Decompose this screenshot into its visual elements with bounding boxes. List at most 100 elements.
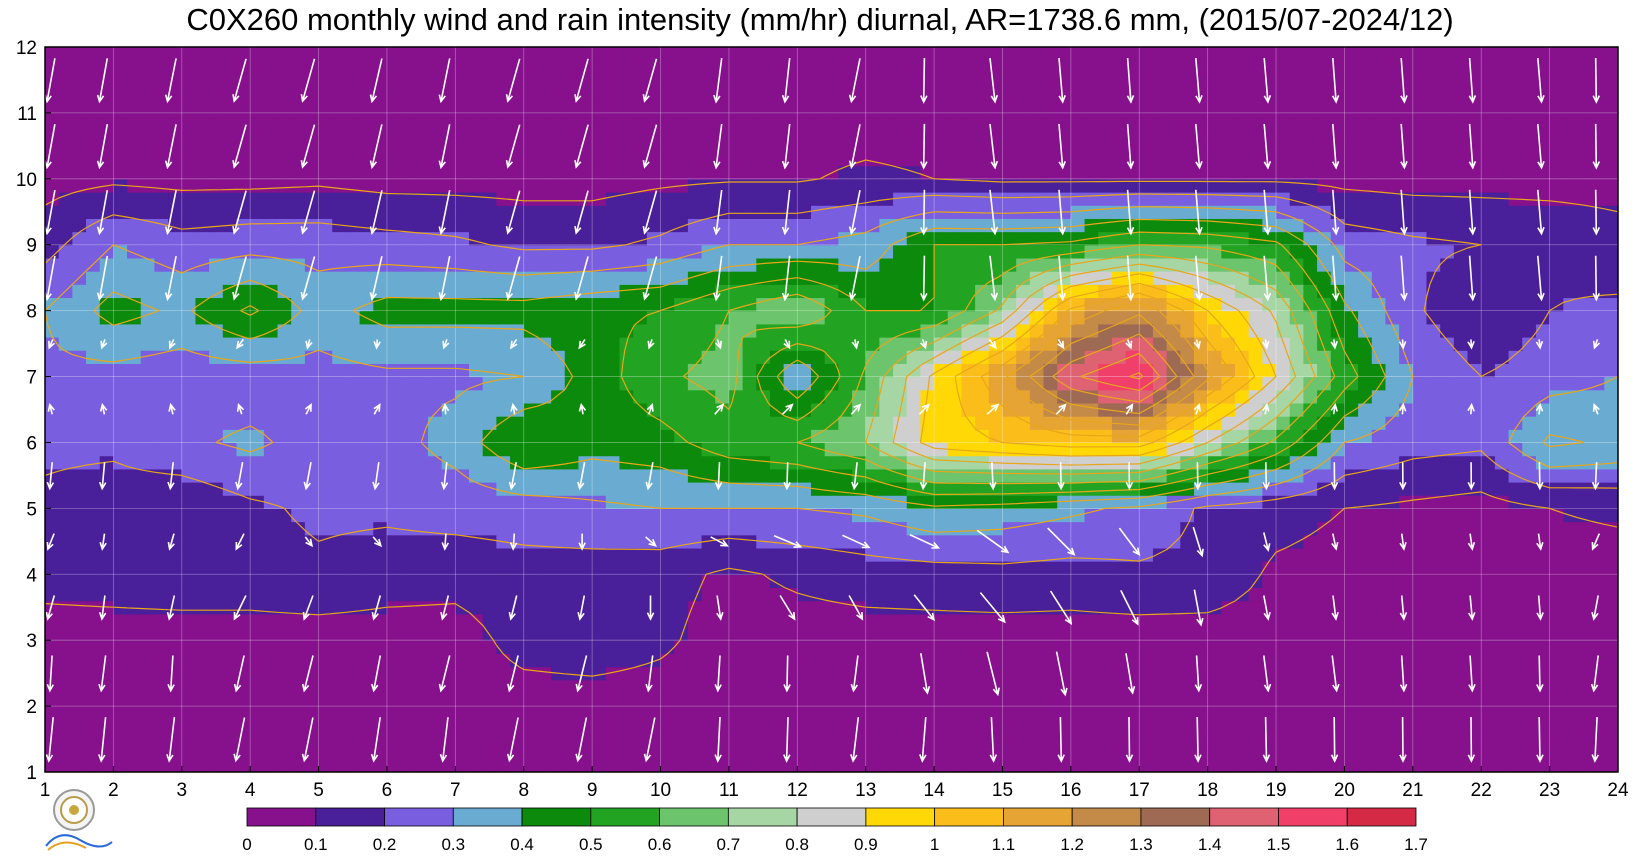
rain-cell bbox=[1330, 732, 1346, 747]
rain-cell bbox=[920, 231, 935, 246]
rain-cell bbox=[1508, 495, 1523, 509]
rain-cell bbox=[168, 442, 183, 457]
rain-cell bbox=[1221, 692, 1236, 707]
rain-cell bbox=[564, 521, 580, 536]
rain-cell bbox=[1084, 244, 1099, 259]
rain-cell bbox=[496, 692, 511, 707]
rain-cell bbox=[1289, 613, 1304, 628]
rain-cell bbox=[961, 679, 976, 694]
rain-cell bbox=[373, 640, 388, 654]
rain-cell bbox=[947, 587, 963, 602]
rain-cell bbox=[769, 666, 785, 681]
rain-cell bbox=[1248, 758, 1263, 772]
rain-cell bbox=[1180, 758, 1195, 772]
rain-cell bbox=[469, 271, 484, 285]
rain-cell bbox=[414, 508, 429, 523]
rain-cell bbox=[728, 653, 744, 668]
rain-cell bbox=[1098, 350, 1113, 364]
rain-cell bbox=[1235, 627, 1250, 641]
rain-cell bbox=[728, 495, 744, 509]
rain-cell bbox=[564, 389, 580, 404]
rain-cell bbox=[1467, 706, 1482, 720]
rain-cell bbox=[1563, 482, 1578, 496]
rain-cell bbox=[1289, 587, 1304, 602]
rain-cell bbox=[578, 561, 593, 575]
rain-cell bbox=[291, 600, 306, 615]
rain-cell bbox=[72, 284, 87, 299]
rain-cell bbox=[332, 323, 347, 338]
rain-cell bbox=[345, 218, 361, 233]
rain-cell bbox=[1604, 389, 1618, 404]
rain-cell bbox=[797, 363, 812, 378]
rain-cell bbox=[1180, 666, 1195, 681]
rain-cell bbox=[934, 613, 949, 628]
rain-cell bbox=[1576, 231, 1592, 246]
rain-cell bbox=[906, 745, 922, 760]
rain-cell bbox=[1371, 640, 1387, 654]
rain-cell bbox=[291, 653, 306, 668]
rain-cell bbox=[1289, 350, 1304, 364]
rain-cell bbox=[1152, 521, 1168, 536]
rain-cell bbox=[988, 600, 1004, 615]
rain-cell bbox=[291, 534, 306, 549]
rain-cell bbox=[592, 758, 607, 772]
rain-cell bbox=[523, 442, 539, 457]
rain-cell bbox=[1344, 271, 1359, 285]
rain-cell bbox=[687, 416, 703, 430]
rain-cell bbox=[1535, 350, 1551, 364]
rain-cell bbox=[181, 337, 197, 351]
rain-cell bbox=[400, 627, 415, 641]
rain-cell bbox=[1139, 706, 1154, 720]
rain-cell bbox=[879, 495, 894, 509]
rain-cell bbox=[1426, 337, 1441, 351]
rain-cell bbox=[674, 363, 689, 378]
rain-cell bbox=[277, 666, 292, 681]
rain-cell bbox=[1029, 534, 1045, 549]
rain-cell bbox=[154, 363, 169, 378]
rain-cell bbox=[879, 323, 894, 338]
rain-cell bbox=[345, 192, 361, 206]
rain-cell bbox=[687, 389, 703, 404]
rain-cell bbox=[961, 587, 976, 602]
rain-cell bbox=[865, 244, 880, 259]
rain-cell bbox=[236, 706, 251, 720]
rain-cell bbox=[1166, 271, 1181, 285]
rain-cell bbox=[975, 363, 990, 378]
rain-cell bbox=[1358, 402, 1373, 417]
rain-cell bbox=[1221, 706, 1236, 720]
rain-cell bbox=[947, 350, 963, 364]
rain-cell bbox=[99, 521, 114, 536]
rain-cell bbox=[1604, 363, 1618, 378]
rain-cell bbox=[1248, 205, 1263, 219]
rain-cell bbox=[482, 231, 497, 246]
rain-cell bbox=[1426, 284, 1441, 299]
rain-cell bbox=[455, 706, 470, 720]
rain-cell bbox=[400, 297, 415, 312]
rain-cell bbox=[592, 521, 607, 536]
rain-cell bbox=[728, 521, 744, 536]
rain-cell bbox=[701, 429, 716, 444]
rain-cell bbox=[1590, 323, 1605, 338]
rain-cell bbox=[222, 745, 238, 760]
rain-cell bbox=[1467, 600, 1482, 615]
rain-cell bbox=[537, 482, 552, 496]
rain-cell bbox=[127, 363, 142, 378]
rain-cell bbox=[1522, 468, 1537, 483]
rain-cell bbox=[318, 350, 333, 364]
rain-cell bbox=[58, 732, 73, 747]
rain-cell bbox=[195, 627, 210, 641]
rain-cell bbox=[1371, 389, 1387, 404]
rain-cell bbox=[359, 758, 374, 772]
rain-cell bbox=[45, 666, 60, 681]
rain-cell bbox=[619, 745, 634, 760]
rain-cell bbox=[551, 758, 566, 772]
rain-cell bbox=[592, 310, 607, 325]
rain-cell bbox=[332, 416, 347, 430]
rain-cell bbox=[332, 732, 347, 747]
rain-cell bbox=[1166, 627, 1181, 641]
rain-cell bbox=[975, 271, 990, 285]
rain-cell bbox=[140, 192, 156, 206]
rain-cell bbox=[469, 284, 484, 299]
rain-cell bbox=[154, 653, 169, 668]
rain-cell bbox=[537, 192, 552, 206]
